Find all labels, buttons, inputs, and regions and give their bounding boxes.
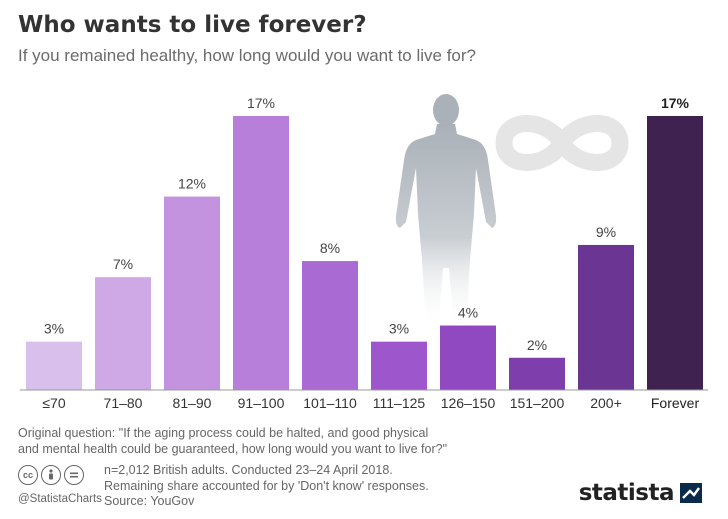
sample-info: n=2,012 British adults. Conducted 23–24 … xyxy=(104,463,393,477)
chart-subtitle: If you remained healthy, how long would … xyxy=(18,46,477,65)
license-icons: cc xyxy=(18,465,84,485)
bar-6 xyxy=(371,341,427,390)
category-label-1: ≤70 xyxy=(42,395,65,411)
human-figure-icon xyxy=(395,94,497,330)
data-label-10: 17% xyxy=(661,95,690,111)
bar-10 xyxy=(647,116,703,390)
source-info: Source: YouGov xyxy=(104,494,195,508)
remaining-share-note: Remaining share accounted for by 'Don't … xyxy=(104,478,429,493)
statista-logo-icon xyxy=(680,483,702,503)
infinity-icon xyxy=(495,115,629,171)
category-label-8: 151–200 xyxy=(510,395,565,411)
category-label-3: 81–90 xyxy=(173,395,212,411)
data-label-2: 7% xyxy=(113,256,133,272)
data-label-6: 3% xyxy=(389,321,409,337)
survey-meta: n=2,012 British adults. Conducted 23–24 … xyxy=(104,463,429,510)
data-label-5: 8% xyxy=(320,240,340,256)
data-label-1: 3% xyxy=(44,321,64,337)
bar-5 xyxy=(302,261,358,390)
bar-2 xyxy=(95,277,151,390)
category-label-10: Forever xyxy=(651,395,700,411)
statista-handle: @StatistaCharts xyxy=(18,493,102,505)
attribution-icon xyxy=(41,465,61,485)
chart-title: Who wants to live forever? xyxy=(18,12,367,38)
data-label-4: 17% xyxy=(247,95,275,111)
data-label-9: 9% xyxy=(596,224,616,240)
bar-1 xyxy=(26,341,82,390)
bars-group: 3% ≤70 7% 71–80 12% 81–90 17% 91–100 8% 101–110 3%… xyxy=(26,95,703,411)
statista-logo[interactable]: statista xyxy=(579,480,702,506)
bar-3 xyxy=(164,196,220,390)
bar-8 xyxy=(509,357,565,390)
data-label-7: 4% xyxy=(458,305,478,321)
bar-4 xyxy=(233,116,289,390)
data-label-8: 2% xyxy=(527,337,547,353)
cc-icon: cc xyxy=(18,465,38,485)
bar-9 xyxy=(578,244,634,390)
category-label-6: 111–125 xyxy=(373,395,426,411)
data-label-3: 12% xyxy=(178,176,206,192)
question-note: Original question: "If the aging process… xyxy=(18,425,498,457)
category-label-2: 71–80 xyxy=(104,395,143,411)
bar-7 xyxy=(440,325,496,390)
category-label-9: 200+ xyxy=(590,395,622,411)
bar-chart: 3% ≤70 7% 71–80 12% 81–90 17% 91–100 8% 101–110 3%… xyxy=(20,94,708,411)
category-label-7: 126–150 xyxy=(441,395,496,411)
question-line-2: and mental health could be guaranteed, h… xyxy=(18,442,448,456)
category-label-5: 101–110 xyxy=(303,395,357,411)
category-label-4: 91–100 xyxy=(238,395,285,411)
question-line-1: Original question: "If the aging process… xyxy=(18,426,429,440)
no-derivatives-icon xyxy=(64,465,84,485)
brand-wordmark: statista xyxy=(578,480,675,506)
